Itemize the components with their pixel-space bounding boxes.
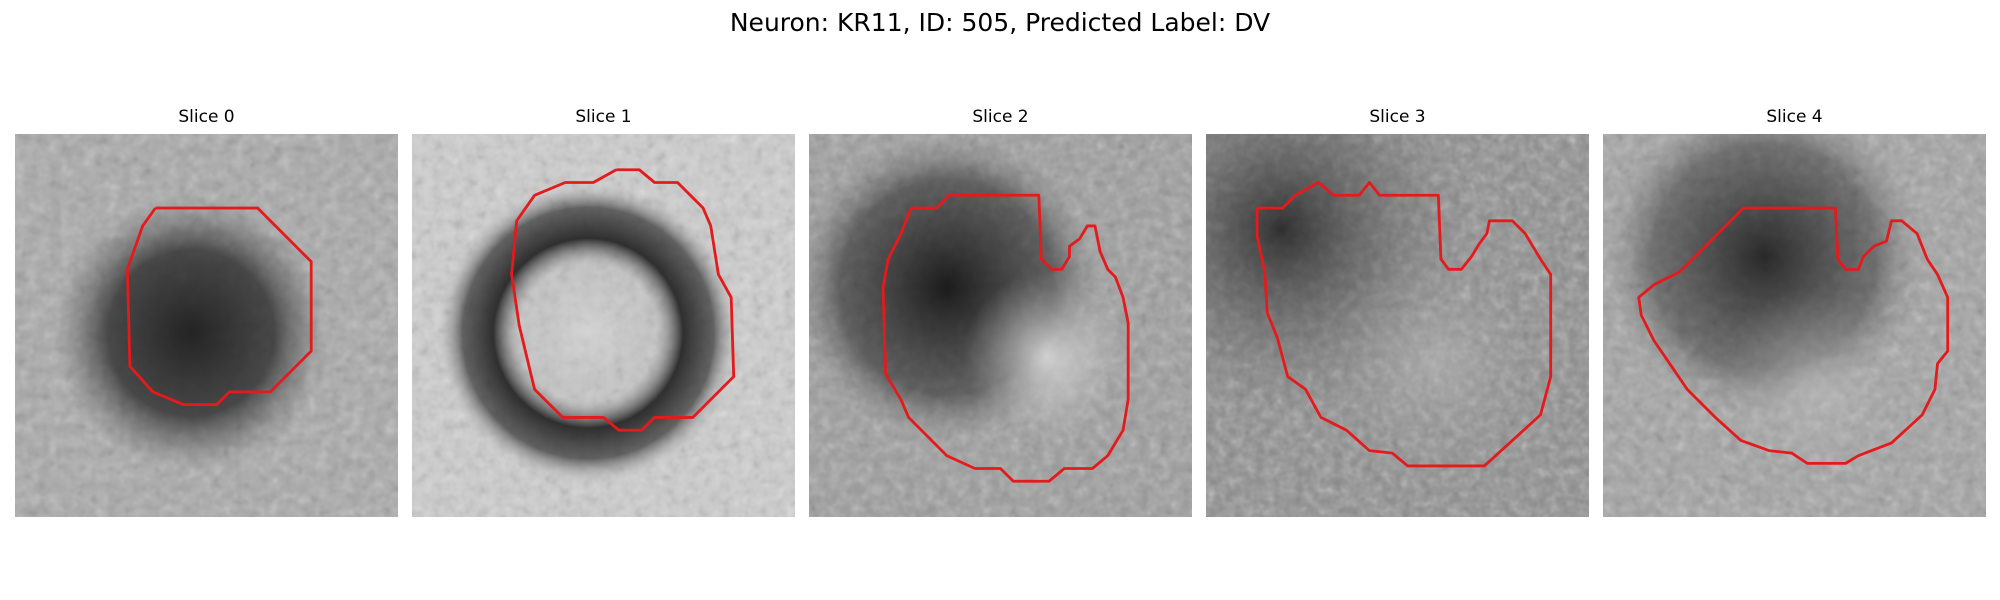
slice-image-4 — [1603, 134, 1986, 517]
slice-title-4: Slice 4 — [1766, 107, 1823, 127]
contour-3 — [1255, 181, 1553, 468]
slice-image-2 — [809, 134, 1192, 517]
slice-image-1 — [412, 134, 795, 517]
contour-1 — [510, 168, 736, 432]
slice-title-0: Slice 0 — [178, 107, 235, 127]
slice-title-1: Slice 1 — [575, 107, 632, 127]
slice-title-3: Slice 3 — [1369, 107, 1426, 127]
contour-4 — [1637, 206, 1950, 465]
slice-image-0 — [15, 134, 398, 517]
figure-title: Neuron: KR11, ID: 505, Predicted Label: … — [729, 8, 1271, 37]
slice-image-3 — [1206, 134, 1589, 517]
contour-2 — [881, 193, 1130, 483]
slice-title-2: Slice 2 — [972, 107, 1029, 127]
contour-0 — [125, 206, 313, 407]
